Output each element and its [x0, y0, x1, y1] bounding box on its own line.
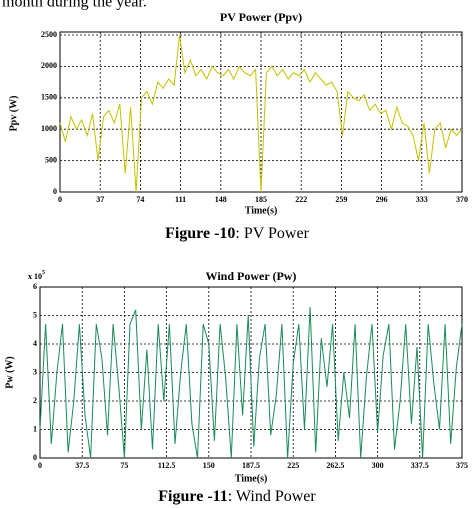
y-tick-label: 1500 — [41, 93, 57, 102]
x-tick-label: 337.5 — [411, 461, 429, 470]
x-tick-label: 296 — [376, 195, 388, 204]
y-tick-label: 2500 — [41, 30, 57, 39]
caption-text: : PV Power — [235, 225, 309, 242]
chart-title: PV Power (Ppv) — [220, 10, 302, 24]
x-tick-label: 74 — [136, 195, 144, 204]
y-multiplier-exp: 5 — [42, 270, 45, 276]
y-tick-label: 1000 — [41, 124, 57, 133]
x-tick-label: 262.5 — [326, 461, 344, 470]
chart-title: Wind Power (Pw) — [206, 269, 297, 283]
data-line — [39, 306, 463, 459]
y-tick-label: 4 — [33, 339, 37, 348]
y-tick-label: 0 — [53, 187, 57, 196]
y-axis-label: Pw (W) — [4, 356, 15, 389]
x-tick-label: 187.5 — [242, 461, 260, 470]
x-tick-label: 150 — [203, 461, 215, 470]
x-tick-label: 370 — [456, 195, 468, 204]
y-tick-label: 3 — [33, 367, 37, 376]
y-tick-label: 500 — [45, 155, 57, 164]
x-tick-label: 112.5 — [158, 461, 176, 470]
y-axis-label: Ppv (W) — [8, 96, 19, 132]
y-tick-label: 1 — [33, 424, 37, 433]
x-tick-label: 0 — [38, 461, 42, 470]
x-tick-label: 0 — [58, 195, 62, 204]
x-axis-label: Time(s) — [235, 473, 268, 484]
y-tick-label: 6 — [33, 282, 37, 291]
x-tick-label: 148 — [215, 195, 227, 204]
x-tick-label: 300 — [372, 461, 384, 470]
x-tick-label: 37.5 — [75, 461, 89, 470]
x-tick-label: 225 — [287, 461, 299, 470]
x-tick-label: 185 — [255, 195, 267, 204]
y-tick-label: 0 — [33, 453, 37, 462]
caption-text: : Wind Power — [228, 488, 317, 505]
x-tick-label: 222 — [295, 195, 307, 204]
y-tick-label: 2000 — [41, 61, 57, 70]
caption-label: Figure -11 — [158, 488, 227, 505]
x-tick-label: 37 — [96, 195, 104, 204]
x-tick-label: 375 — [456, 461, 468, 470]
caption-label: Figure -10 — [165, 225, 235, 242]
x-tick-label: 259 — [335, 195, 347, 204]
y-multiplier-base: x 10 — [28, 272, 42, 281]
x-tick-label: 75 — [120, 461, 128, 470]
y-tick-label: 5 — [33, 310, 37, 319]
x-tick-label: 333 — [416, 195, 428, 204]
x-tick-label: 111 — [175, 195, 186, 204]
data-line — [59, 34, 463, 193]
figure-caption: Figure -10: PV Power — [165, 225, 310, 242]
intro-text: month during the year. — [2, 0, 147, 11]
figure-caption: Figure -11: Wind Power — [158, 488, 316, 505]
x-axis-label: Time(s) — [245, 205, 278, 216]
y-tick-label: 2 — [33, 396, 37, 405]
y-multiplier: x 105 — [28, 270, 45, 280]
